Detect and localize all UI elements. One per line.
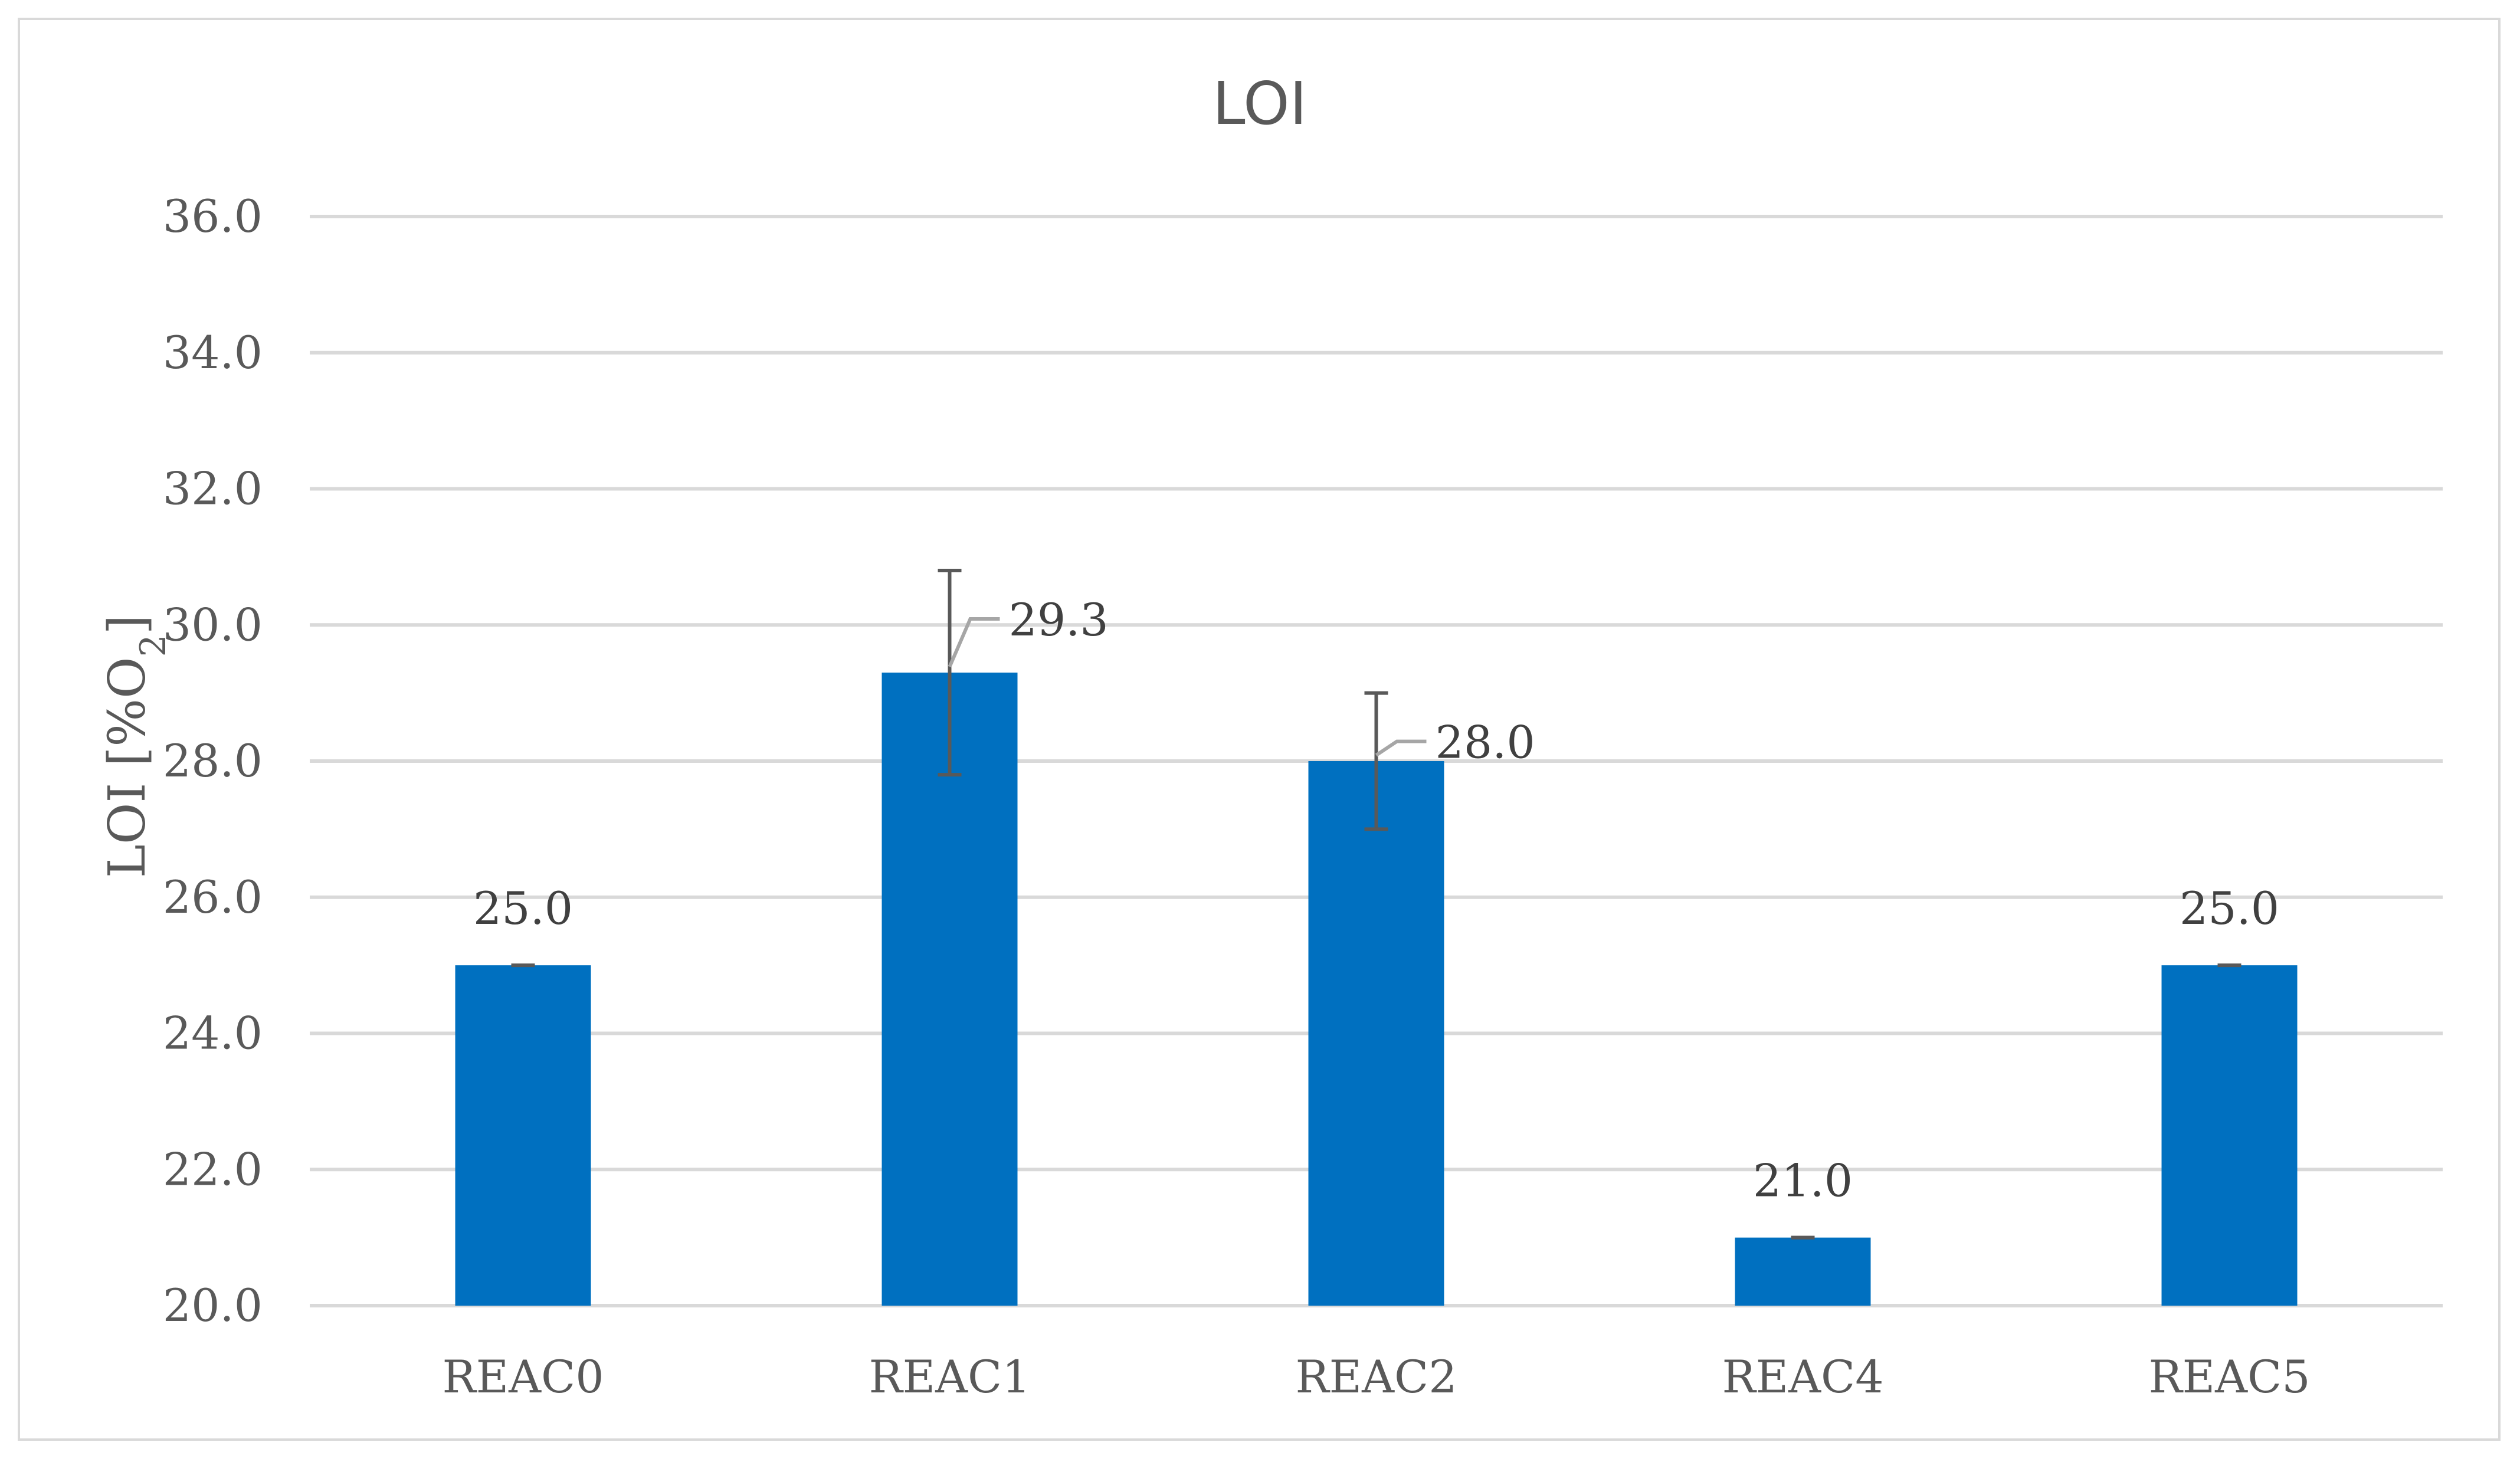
- bar: [455, 965, 591, 1306]
- y-axis-label: LOI [%O2]: [98, 615, 174, 878]
- y-tick-label: 20.0: [163, 1279, 263, 1332]
- y-tick-label: 26.0: [163, 871, 263, 923]
- y-axis-label-subscript: 2: [133, 634, 174, 657]
- y-tick-label: 24.0: [163, 1007, 263, 1060]
- y-tick-label: 30.0: [163, 598, 263, 651]
- bars: [455, 673, 2298, 1306]
- data-label: 29.3: [1009, 594, 1109, 646]
- x-axis-categories: REAC0 REAC1 REAC2 REAC4 REAC5: [442, 1350, 2310, 1403]
- y-tick-label: 32.0: [163, 463, 263, 515]
- y-tick-label: 22.0: [163, 1143, 263, 1195]
- y-axis-label-close: ]: [98, 615, 157, 635]
- x-category-label: REAC4: [1722, 1350, 1883, 1403]
- bar: [1308, 761, 1444, 1306]
- x-category-label: REAC0: [442, 1350, 604, 1403]
- chart-title: LOI: [1213, 69, 1307, 138]
- bar: [881, 673, 1018, 1306]
- error-bar: [938, 568, 962, 777]
- x-category-label: REAC5: [2148, 1350, 2310, 1403]
- gridlines: [310, 215, 2443, 1307]
- y-tick-label: 36.0: [163, 190, 263, 242]
- data-label: 21.0: [1753, 1155, 1853, 1207]
- leader-line: [948, 617, 1000, 668]
- y-tick-label: 28.0: [163, 735, 263, 787]
- y-axis-label-main: LOI [%O: [98, 657, 157, 878]
- bar: [2161, 965, 2298, 1306]
- error-bar: [1364, 691, 1388, 831]
- error-bars: [511, 568, 2242, 1240]
- chart-frame: [18, 18, 2501, 1441]
- data-labels: 25.0 29.3 28.0 21.0 25.0: [473, 594, 2279, 1207]
- bar: [1735, 1237, 1871, 1306]
- x-category-label: REAC2: [1295, 1350, 1457, 1403]
- data-label: 25.0: [473, 882, 573, 935]
- x-category-label: REAC1: [869, 1350, 1030, 1403]
- y-tick-label: 34.0: [163, 326, 263, 379]
- leader-line: [1375, 739, 1427, 757]
- data-label: 25.0: [2180, 882, 2279, 935]
- y-axis-ticks: 20.0 22.0 24.0 26.0 28.0 30.0 32.0 34.0 36.0: [163, 190, 263, 1332]
- data-label: 28.0: [1436, 716, 1535, 769]
